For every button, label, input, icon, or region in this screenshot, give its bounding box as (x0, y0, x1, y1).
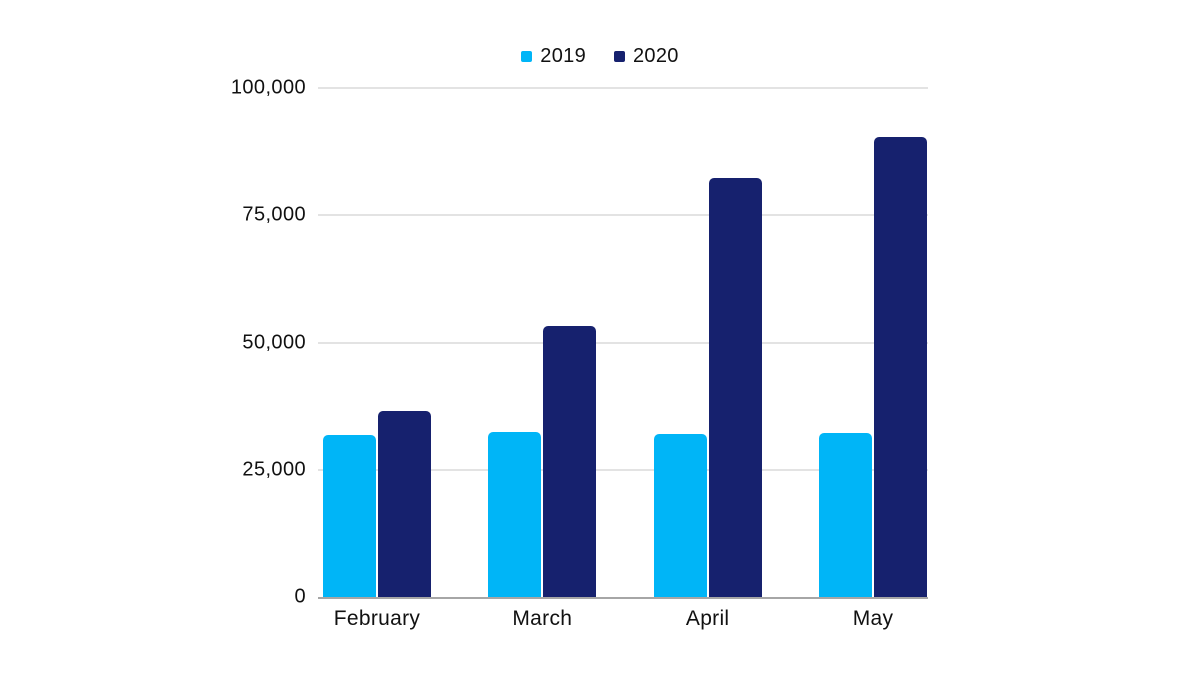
legend-item-2020: 2020 (614, 45, 679, 68)
legend-label-2020: 2020 (633, 45, 679, 67)
legend-swatch-2020-icon (614, 51, 625, 62)
bar-2019-may (818, 432, 872, 597)
plot-area (318, 87, 928, 599)
bar-group-march (488, 88, 597, 597)
bar-group-may (818, 88, 927, 597)
y-axis: 0 25,000 50,000 75,000 100,000 (0, 77, 306, 608)
bar-2019-march (488, 431, 542, 597)
legend-item-2019: 2019 (521, 45, 586, 68)
x-tick-label: May (852, 607, 894, 630)
gridline (318, 87, 928, 89)
x-axis: February March April May (318, 607, 928, 631)
bar-group-february (323, 88, 431, 597)
bar-2020-april (708, 178, 762, 597)
legend-swatch-2019-icon (521, 51, 533, 62)
y-tick-label: 75,000 (242, 203, 306, 226)
y-tick-label: 25,000 (242, 458, 306, 481)
x-tick-label: April (685, 607, 730, 630)
x-tick-label: March (512, 607, 573, 630)
bar-group-april (653, 88, 762, 597)
gridline (318, 468, 928, 471)
gridline (318, 341, 928, 344)
legend: 2019 2020 (0, 45, 1200, 68)
bar-2019-april (653, 433, 707, 597)
bar-2019-february (323, 435, 376, 597)
y-tick-label: 50,000 (242, 331, 306, 353)
gridline (318, 214, 928, 217)
bar-2020-may (873, 136, 927, 597)
y-tick-label: 100,000 (230, 76, 306, 99)
bar-2020-february (378, 410, 431, 597)
x-tick-label: February (333, 607, 421, 630)
bar-2020-march (543, 325, 597, 597)
legend-label-2019: 2019 (540, 45, 586, 67)
bars-layer (318, 88, 928, 597)
y-tick-label: 0 (294, 585, 306, 608)
